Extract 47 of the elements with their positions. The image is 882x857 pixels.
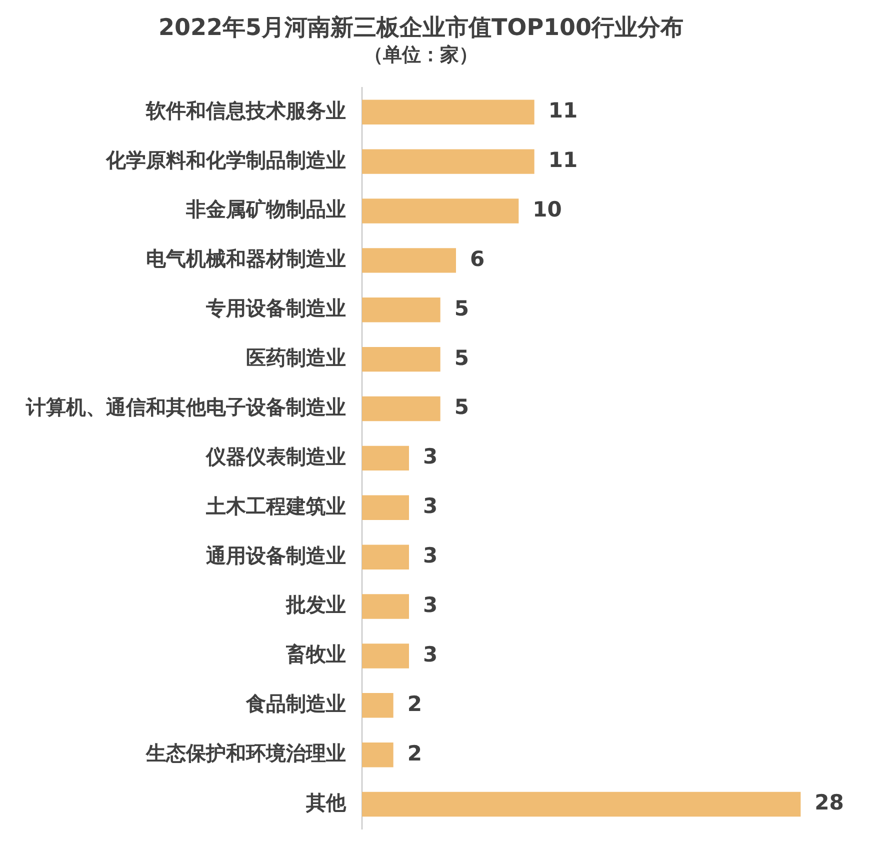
y-tick-label: 食品制造业	[245, 692, 346, 716]
y-tick-label: 专用设备制造业	[205, 296, 346, 320]
data-label: 5	[454, 296, 469, 320]
bar	[362, 149, 534, 174]
bar	[362, 248, 456, 273]
bar	[362, 298, 440, 322]
y-tick-label: 畜牧业	[285, 642, 346, 666]
data-label: 3	[423, 444, 438, 469]
data-label: 10	[532, 197, 562, 222]
data-label: 11	[548, 98, 578, 123]
y-tick-label: 医药制造业	[246, 346, 346, 370]
y-tick-label: 土木工程建筑业	[205, 494, 346, 518]
data-label: 3	[423, 494, 438, 518]
data-label: 2	[407, 692, 422, 716]
bar	[362, 495, 409, 520]
bar	[362, 693, 394, 718]
y-tick-label: 生态保护和环境治理业	[145, 741, 346, 766]
chart-subtitle: （单位：家）	[364, 44, 478, 66]
y-tick-label: 通用设备制造业	[205, 543, 346, 568]
y-tick-label: 化学原料和化学制品制造业	[105, 148, 346, 172]
bar	[362, 792, 801, 817]
bar	[362, 396, 440, 422]
bar	[362, 644, 409, 668]
data-label: 6	[470, 246, 485, 271]
bar	[362, 346, 440, 372]
data-label: 2	[407, 741, 422, 766]
y-tick-label: 仪器仪表制造业	[205, 444, 346, 468]
y-tick-label: 软件和信息技术服务业	[145, 98, 346, 122]
y-tick-label: 电气机械和器材制造业	[146, 246, 346, 271]
data-label: 3	[423, 544, 438, 568]
data-label: 3	[423, 642, 438, 666]
y-tick-label: 非金属矿物制品业	[185, 197, 346, 222]
bar	[362, 198, 519, 224]
data-label: 5	[454, 395, 469, 420]
data-label: 11	[548, 148, 578, 172]
bar	[362, 594, 409, 619]
data-label: 28	[814, 790, 844, 815]
y-tick-label: 计算机、通信和其他电子设备制造业	[25, 394, 346, 419]
bar	[362, 446, 409, 471]
bar	[362, 742, 394, 768]
data-label: 3	[423, 592, 438, 617]
y-tick-label: 其他	[305, 790, 347, 814]
bar	[362, 100, 534, 124]
y-tick-label: 批发业	[285, 592, 346, 617]
bar	[362, 544, 409, 570]
data-label: 5	[454, 346, 469, 370]
chart-title: 2022年5月河南新三板企业市值TOP100行业分布	[158, 14, 684, 41]
